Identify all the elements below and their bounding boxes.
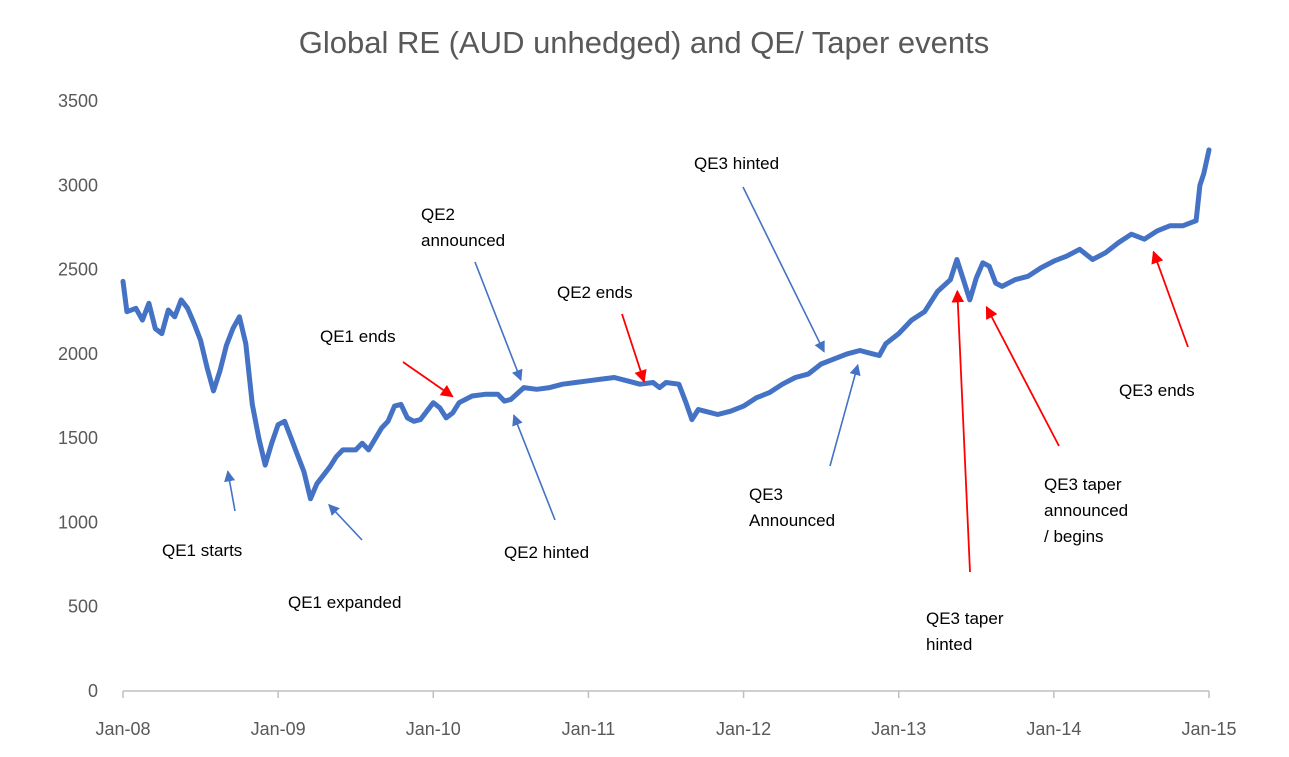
x-tick-label: Jan-11: [562, 719, 616, 739]
annotation-line: QE3 ends: [1119, 381, 1195, 400]
annotation-arrows: [224, 186, 1189, 573]
y-tick-label: 2500: [58, 260, 98, 280]
arrow-qe2-ends: [621, 313, 647, 383]
annotation-qe2-hinted: QE2 hinted: [504, 543, 589, 562]
annotation-labels: QE1 starts QE1 expanded QE1 ends QE2 ann…: [162, 154, 1195, 654]
arrow-qe1-ends: [402, 361, 454, 398]
annotation-line: QE3 hinted: [694, 154, 779, 173]
x-tick-label: Jan-09: [251, 719, 306, 739]
y-axis: 0 500 1000 1500 2000 2500 3000 3500: [58, 91, 98, 701]
annotation-line: QE3: [749, 485, 783, 504]
annotation-qe3-taper-announced: QE3 taper announced / begins: [1044, 475, 1133, 546]
x-tick-label: Jan-08: [95, 719, 150, 739]
annotation-qe3-hinted: QE3 hinted: [694, 154, 779, 173]
y-tick-label: 2000: [58, 344, 98, 364]
annotation-qe1-ends: QE1 ends: [320, 327, 396, 346]
annotation-line: QE2 hinted: [504, 543, 589, 562]
arrow-qe3-taper-hinted: [951, 289, 971, 573]
annotation-qe2-announced: QE2 announced: [421, 205, 505, 250]
y-tick-label: 500: [68, 597, 98, 617]
annotation-qe3-ends: QE3 ends: [1119, 381, 1195, 400]
annotation-line: Announced: [749, 511, 835, 530]
annotation-qe1-starts: QE1 starts: [162, 541, 242, 560]
annotation-qe3-announced: QE3 Announced: [749, 485, 835, 530]
annotation-line: announced: [421, 231, 505, 250]
annotation-qe2-ends: QE2 ends: [557, 283, 633, 302]
arrow-qe2-hinted: [512, 414, 556, 521]
x-tick-label: Jan-15: [1181, 719, 1236, 739]
arrow-qe1-expanded: [328, 503, 363, 541]
arrow-qe3-ends: [1151, 250, 1189, 348]
arrow-qe3-announced: [829, 363, 861, 467]
x-tick-label: Jan-14: [1026, 719, 1081, 739]
annotation-qe3-taper-hinted: QE3 taper hinted: [926, 609, 1008, 654]
y-tick-label: 1500: [58, 428, 98, 448]
annotation-line: QE3 taper: [926, 609, 1004, 628]
arrow-qe1-starts: [224, 470, 236, 512]
annotation-line: announced: [1044, 501, 1128, 520]
y-tick-label: 3000: [58, 175, 98, 195]
annotation-line: QE1 ends: [320, 327, 396, 346]
x-tick-label: Jan-13: [871, 719, 926, 739]
series-group: [120, 147, 1212, 502]
y-tick-label: 3500: [58, 91, 98, 111]
annotation-qe1-expanded: QE1 expanded: [288, 593, 401, 612]
annotation-line: / begins: [1044, 527, 1104, 546]
annotation-line: QE2: [421, 205, 455, 224]
series-line: [120, 147, 1212, 502]
x-axis: Jan-08 Jan-09 Jan-10 Jan-11 Jan-12 Jan-13 Jan-…: [95, 691, 1237, 739]
annotation-line: QE1 expanded: [288, 593, 401, 612]
annotation-line: hinted: [926, 635, 972, 654]
annotation-line: QE1 starts: [162, 541, 242, 560]
annotation-line: QE2 ends: [557, 283, 633, 302]
arrow-qe3-taper-announced: [985, 305, 1060, 447]
arrow-qe2-announced: [474, 261, 523, 382]
y-tick-label: 1000: [58, 512, 98, 532]
annotation-line: QE3 taper: [1044, 475, 1122, 494]
y-tick-label: 0: [88, 681, 98, 701]
x-tick-label: Jan-12: [716, 719, 771, 739]
x-tick-label: Jan-10: [406, 719, 461, 739]
chart-title: Global RE (AUD unhedged) and QE/ Taper e…: [299, 25, 989, 60]
arrow-qe3-hinted: [742, 186, 825, 353]
